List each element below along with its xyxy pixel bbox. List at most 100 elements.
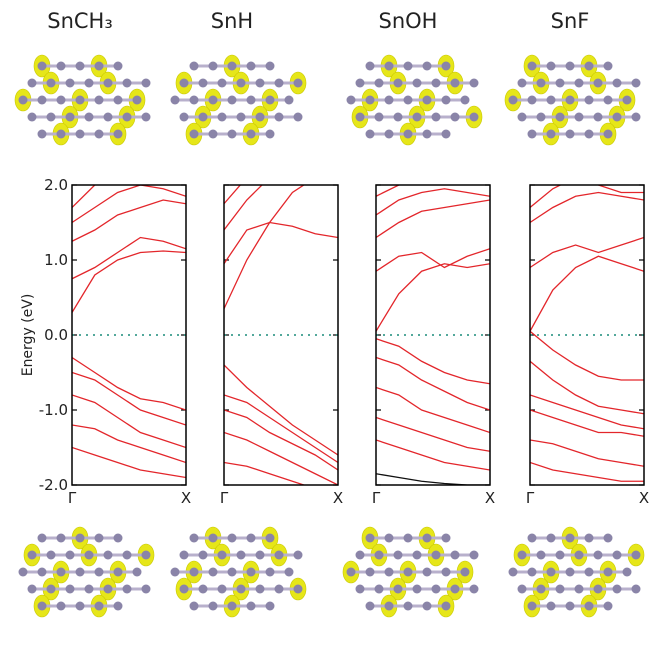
atom (374, 550, 384, 560)
atom (198, 78, 208, 88)
atom (75, 533, 85, 543)
atom (170, 567, 180, 577)
atom (189, 567, 199, 577)
atom (365, 567, 375, 577)
atom (574, 78, 584, 88)
atom (37, 61, 47, 71)
atom (393, 78, 403, 88)
atom (450, 78, 460, 88)
atom (227, 129, 237, 139)
atom (255, 112, 265, 122)
atom (450, 112, 460, 122)
atom (546, 61, 556, 71)
atom (355, 550, 365, 560)
band-line (224, 185, 263, 231)
atom (65, 112, 75, 122)
atom (460, 95, 470, 105)
band-line (376, 356, 490, 411)
atom (469, 584, 479, 594)
atom (217, 550, 227, 560)
atom (103, 112, 113, 122)
atom (217, 112, 227, 122)
atom (27, 112, 37, 122)
atom (603, 95, 613, 105)
atom (179, 550, 189, 560)
atom (113, 129, 123, 139)
atom (631, 112, 641, 122)
atom (527, 567, 537, 577)
structure-image (170, 54, 307, 146)
atom (412, 112, 422, 122)
band-line (224, 431, 338, 485)
atom (141, 78, 151, 88)
atom (365, 95, 375, 105)
atom (546, 95, 556, 105)
atom (536, 112, 546, 122)
band-line (530, 394, 644, 430)
atom (384, 129, 394, 139)
atom (412, 550, 422, 560)
atom (603, 61, 613, 71)
atom (208, 129, 218, 139)
atom (46, 584, 56, 594)
atom (37, 567, 47, 577)
atom (189, 129, 199, 139)
atom (113, 533, 123, 543)
atom (236, 78, 246, 88)
atom (546, 129, 556, 139)
atom (584, 533, 594, 543)
atom (65, 584, 75, 594)
atom (584, 129, 594, 139)
x-tick-label: X (485, 489, 495, 507)
atom (365, 129, 375, 139)
atom (94, 61, 104, 71)
atom (584, 567, 594, 577)
atom (527, 601, 537, 611)
atom (393, 550, 403, 560)
atom (274, 550, 284, 560)
atom (84, 550, 94, 560)
atom (65, 78, 75, 88)
atom (75, 95, 85, 105)
atom (246, 61, 256, 71)
atom (536, 584, 546, 594)
atom (236, 550, 246, 560)
atom (132, 95, 142, 105)
x-tick-label: X (639, 489, 649, 507)
atom (422, 129, 432, 139)
atom (536, 78, 546, 88)
atom (274, 78, 284, 88)
x-tick-label: X (333, 489, 343, 507)
atom (422, 601, 432, 611)
atom (141, 550, 151, 560)
chart-title: SnCH₃ (47, 9, 113, 33)
band-line (224, 185, 305, 310)
atom (422, 567, 432, 577)
atom (227, 533, 237, 543)
atom (122, 78, 132, 88)
atom (141, 584, 151, 594)
atom (84, 112, 94, 122)
atom (355, 112, 365, 122)
atom (469, 78, 479, 88)
atom (536, 550, 546, 560)
atom (517, 78, 527, 88)
atom (37, 533, 47, 543)
atom (179, 584, 189, 594)
atom (37, 95, 47, 105)
atom (122, 550, 132, 560)
y-tick-label: 0.0 (44, 326, 68, 344)
atom (208, 61, 218, 71)
band-line (72, 199, 186, 242)
atom (141, 112, 151, 122)
atom (584, 601, 594, 611)
atom (441, 95, 451, 105)
atom (422, 533, 432, 543)
x-tick-label: Γ (68, 489, 77, 507)
atom (527, 95, 537, 105)
atom (574, 584, 584, 594)
x-tick-label: Γ (372, 489, 381, 507)
atom (546, 601, 556, 611)
atom (365, 601, 375, 611)
atom (412, 584, 422, 594)
